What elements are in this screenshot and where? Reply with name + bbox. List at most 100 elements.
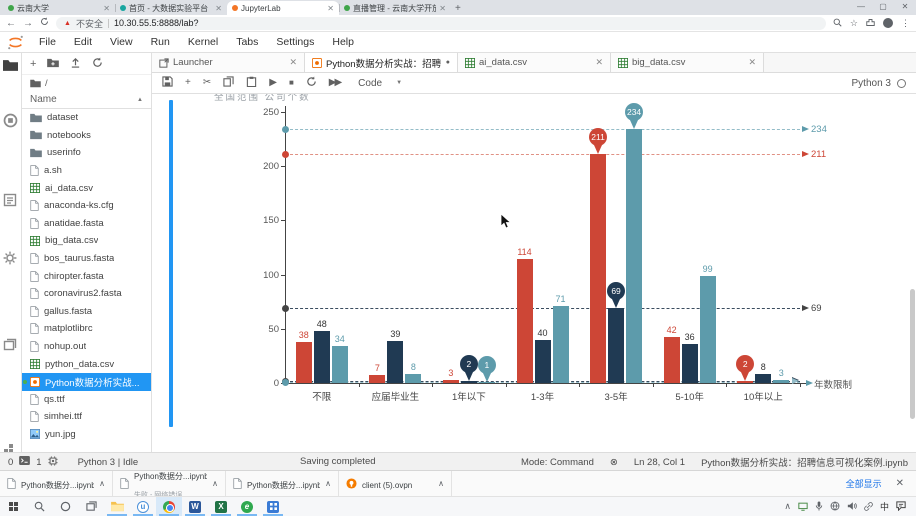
insert-cell-icon[interactable]: + (185, 77, 191, 88)
document-tab[interactable]: Python数据分析实战：招聘 ● (305, 53, 458, 72)
name-column-header[interactable]: Name ▲ (22, 91, 151, 109)
copy-cell-icon[interactable] (223, 74, 234, 92)
display-icon[interactable] (798, 498, 808, 516)
browser-tab[interactable]: 直播管理 - 云南大学开放平台数…✕ (339, 1, 451, 15)
file-item[interactable]: yun.jpg (22, 426, 151, 444)
file-item[interactable]: qs.ttf (22, 391, 151, 409)
cut-cell-icon[interactable]: ✂ (202, 77, 212, 88)
browser-menu-icon[interactable]: ⋮ (901, 17, 910, 28)
tab-close-icon[interactable]: ✕ (748, 57, 756, 67)
document-tab[interactable]: ai_data.csv ✕ (458, 53, 611, 72)
menu-view[interactable]: View (110, 35, 133, 48)
minimize-button[interactable]: — (857, 2, 865, 11)
close-downloads-icon[interactable]: ✕ (895, 478, 904, 489)
new-tab-button[interactable]: + (455, 3, 461, 14)
cursor-position[interactable]: Ln 28, Col 1 (633, 456, 686, 468)
menu-file[interactable]: File (39, 35, 56, 48)
tab-close-icon[interactable]: ✕ (327, 3, 334, 13)
document-tab[interactable]: big_data.csv ✕ (611, 53, 764, 72)
download-menu-chevron[interactable]: ∧ (438, 479, 444, 488)
breadcrumb[interactable]: / (22, 75, 151, 91)
download-menu-chevron[interactable]: ∧ (325, 479, 331, 488)
tab-close-icon[interactable]: ✕ (439, 3, 446, 13)
file-item[interactable]: dataset (22, 109, 151, 127)
download-item[interactable]: Python数据分...ipynb ∧ (226, 471, 339, 496)
taskbar-blue-app-button[interactable] (260, 497, 286, 516)
settings-link-icon[interactable] (864, 498, 873, 516)
url-field[interactable]: ▲ 不安全 10.30.55.5:8888/lab? (56, 16, 826, 30)
kernel-indicator[interactable]: Python 3 (852, 78, 906, 89)
refresh-file-list-icon[interactable] (92, 55, 103, 73)
new-launcher-icon[interactable]: + (30, 57, 37, 70)
restart-kernel-icon[interactable] (306, 74, 317, 92)
browser-tab[interactable]: 云南大学 ✕ (3, 1, 115, 15)
file-item[interactable]: ai_data.csv (22, 179, 151, 197)
task-view-button[interactable] (78, 497, 104, 516)
refresh-icon[interactable] (40, 16, 49, 31)
save-icon[interactable] (162, 74, 173, 92)
browser-tab[interactable]: 首页 - 大数据实验平台 ✕ (115, 1, 227, 15)
cell-type-dropdown[interactable]: Code ▼ (358, 77, 403, 89)
menu-tabs[interactable]: Tabs (236, 35, 259, 48)
network-icon[interactable] (830, 498, 840, 516)
document-tab[interactable]: Launcher ✕ (152, 53, 305, 72)
menu-settings[interactable]: Settings (276, 35, 315, 48)
show-all-downloads-link[interactable]: 全部显示 (845, 479, 882, 489)
tray-expand-icon[interactable]: ∧ (784, 501, 791, 511)
file-item[interactable]: matplotlibrc (22, 320, 151, 338)
running-sessions-icon[interactable] (3, 113, 19, 129)
taskbar-chrome-button[interactable] (156, 497, 182, 516)
action-center-icon[interactable] (896, 498, 906, 516)
sessions-status[interactable]: 0 1 Python 3 | Idle (8, 453, 138, 471)
run-all-icon[interactable]: ▶▶ (328, 77, 342, 88)
download-menu-chevron[interactable]: ∧ (212, 479, 218, 488)
file-item[interactable]: simhei.ttf (22, 408, 151, 426)
menu-kernel[interactable]: Kernel (187, 35, 219, 48)
download-item[interactable]: client (5).ovpn ∧ (339, 471, 452, 496)
close-button[interactable]: ✕ (901, 2, 909, 11)
maximize-button[interactable]: ▢ (879, 2, 887, 11)
run-cell-icon[interactable]: ▶ (269, 77, 277, 88)
file-item[interactable]: gallus.fasta (22, 303, 151, 321)
file-browser-icon[interactable] (3, 59, 19, 75)
file-item[interactable]: Python数据分析实战... (22, 372, 151, 391)
mode-indicator[interactable]: Mode: Command (520, 456, 594, 468)
open-tabs-icon[interactable] (3, 338, 19, 354)
microphone-icon[interactable] (815, 498, 823, 516)
file-item[interactable]: python_data.csv (22, 355, 151, 373)
new-folder-icon[interactable] (47, 55, 60, 73)
upload-icon[interactable] (70, 55, 81, 73)
ime-indicator[interactable]: 中 (879, 502, 889, 512)
tab-close-icon[interactable]: ✕ (595, 57, 603, 67)
taskbar-search-button[interactable] (26, 497, 52, 516)
file-item[interactable]: chiropter.fasta (22, 267, 151, 285)
file-item[interactable]: anaconda-ks.cfg (22, 197, 151, 215)
file-item[interactable]: anatidae.fasta (22, 215, 151, 233)
security-label[interactable]: 不安全 (75, 18, 103, 29)
browser-tab[interactable]: JupyterLab ✕ (227, 1, 339, 15)
file-item[interactable]: coronavirus2.fasta (22, 285, 151, 303)
forward-icon[interactable]: → (23, 17, 33, 29)
download-menu-chevron[interactable]: ∧ (99, 479, 105, 488)
profile-avatar[interactable] (883, 18, 893, 28)
tab-close-icon[interactable]: ✕ (289, 57, 297, 67)
download-item[interactable]: Python数据分...ipynb 失败 - 网络错误 ∧ (113, 471, 226, 499)
menu-run[interactable]: Run (150, 35, 170, 48)
interrupt-icon[interactable]: ⊗ (609, 456, 618, 468)
property-inspector-icon[interactable] (3, 193, 19, 209)
taskbar-green-app-button[interactable]: e (234, 497, 260, 516)
file-item[interactable]: big_data.csv (22, 232, 151, 250)
menu-edit[interactable]: Edit (73, 35, 93, 48)
download-item[interactable]: Python数据分...ipynb ∧ (0, 471, 113, 496)
tab-close-icon[interactable]: ✕ (103, 3, 110, 13)
file-item[interactable]: notebooks (22, 127, 151, 145)
commands-gear-icon[interactable] (3, 251, 19, 267)
volume-icon[interactable] (847, 498, 857, 516)
back-icon[interactable]: ← (6, 17, 16, 29)
taskbar-u-app-button[interactable]: u (130, 497, 156, 516)
url-text[interactable]: 10.30.55.5:8888/lab? (113, 18, 199, 28)
file-item[interactable]: nohup.out (22, 338, 151, 356)
menu-help[interactable]: Help (332, 35, 354, 48)
notebook-scrollbar[interactable] (910, 289, 915, 419)
file-item[interactable]: userinfo (22, 144, 151, 162)
